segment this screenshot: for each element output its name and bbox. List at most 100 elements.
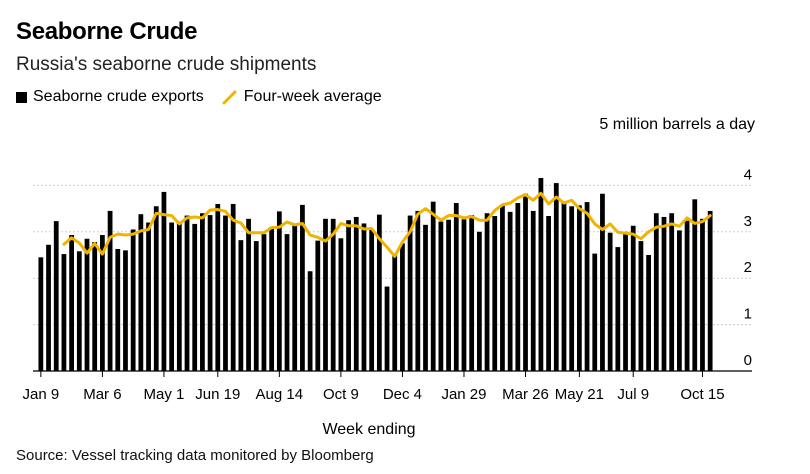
x-tick-label: Jan 9	[22, 386, 59, 403]
x-tick-label: Dec 4	[383, 386, 422, 403]
legend-bars-label: Seaborne crude exports	[33, 88, 204, 105]
bar	[115, 248, 121, 371]
x-tick-label: May 21	[555, 386, 604, 403]
bar	[107, 210, 113, 371]
bar	[330, 218, 336, 371]
legend-line-swatch	[222, 90, 237, 105]
bar	[630, 225, 636, 371]
x-tick-label: Jul 9	[617, 386, 649, 403]
bar	[515, 203, 521, 371]
bar	[476, 231, 482, 371]
bar	[615, 247, 621, 371]
y-tick-label: 2	[744, 259, 752, 276]
bar	[538, 177, 544, 371]
bar	[246, 218, 251, 371]
chart-title: Seaborne Crude	[16, 18, 198, 45]
bar	[284, 234, 290, 371]
bar	[207, 215, 213, 371]
x-axis-title: Week ending	[322, 421, 416, 438]
bar	[623, 231, 628, 371]
bar	[269, 227, 275, 371]
bar	[484, 213, 490, 371]
bar	[700, 218, 705, 371]
bar	[392, 254, 398, 371]
bar	[176, 221, 182, 371]
bar	[684, 220, 690, 371]
bar	[423, 224, 428, 371]
bar	[600, 193, 605, 371]
bar	[438, 221, 444, 371]
legend-item-line: Four-week average	[222, 88, 382, 106]
x-tick-label: Mar 6	[83, 386, 121, 403]
bar	[253, 241, 259, 371]
bar	[200, 213, 205, 371]
bar	[192, 223, 198, 371]
bar	[338, 238, 344, 371]
bar	[169, 222, 175, 371]
bar	[146, 222, 151, 371]
bar	[369, 229, 375, 371]
bar	[353, 216, 359, 371]
bar	[384, 286, 390, 371]
bar	[576, 205, 582, 371]
bar	[238, 240, 244, 371]
legend-item-bars: Seaborne crude exports	[16, 88, 204, 106]
bar	[315, 240, 321, 371]
legend-line-label: Four-week average	[243, 88, 382, 105]
y-tick-label: 4	[744, 166, 752, 183]
bar	[677, 230, 682, 371]
bar	[223, 215, 228, 371]
average-line	[62, 191, 712, 258]
bar	[546, 216, 551, 371]
bar	[707, 210, 713, 371]
bar	[346, 220, 351, 371]
bar	[453, 203, 459, 371]
bar	[292, 224, 298, 371]
x-tick-label: May 1	[144, 386, 185, 403]
bar	[553, 183, 559, 371]
x-tick-label: Jun 19	[195, 386, 240, 403]
bar	[261, 234, 267, 371]
bar	[492, 216, 498, 371]
bar	[638, 241, 644, 371]
y-tick-label: 1	[744, 306, 752, 323]
bar	[69, 235, 74, 371]
y-unit-label: 5 million barrels a day	[599, 116, 755, 133]
bar	[307, 271, 313, 371]
bar	[500, 205, 505, 371]
bar	[138, 214, 144, 371]
bar	[153, 206, 159, 371]
bar	[76, 251, 82, 371]
bar	[376, 214, 382, 371]
bar	[669, 213, 675, 371]
bar	[230, 203, 236, 371]
bar	[530, 210, 536, 371]
bar	[584, 202, 590, 371]
bar	[361, 223, 367, 371]
bar	[469, 215, 475, 371]
bar	[46, 244, 51, 371]
bar	[53, 221, 59, 371]
bar	[407, 215, 413, 371]
bar	[323, 218, 328, 371]
bar	[92, 242, 98, 371]
x-tick-label: Oct 15	[680, 386, 724, 403]
bar	[592, 253, 598, 371]
bar	[415, 210, 421, 371]
legend: Seaborne crude exports Four-week average	[16, 88, 392, 106]
source-note: Source: Vessel tracking data monitored b…	[16, 447, 374, 464]
bar	[215, 203, 221, 371]
x-tick-label: Aug 14	[256, 386, 304, 403]
bar	[561, 203, 567, 371]
x-tick-label: Jan 29	[441, 386, 486, 403]
y-tick-label: 0	[744, 352, 752, 369]
bar	[446, 219, 451, 371]
bar	[300, 204, 305, 371]
bar	[569, 206, 575, 371]
bar	[646, 255, 651, 371]
bar	[400, 243, 405, 371]
y-tick-label: 3	[744, 213, 752, 230]
bar	[523, 193, 528, 371]
x-tick-label: Oct 9	[323, 386, 359, 403]
